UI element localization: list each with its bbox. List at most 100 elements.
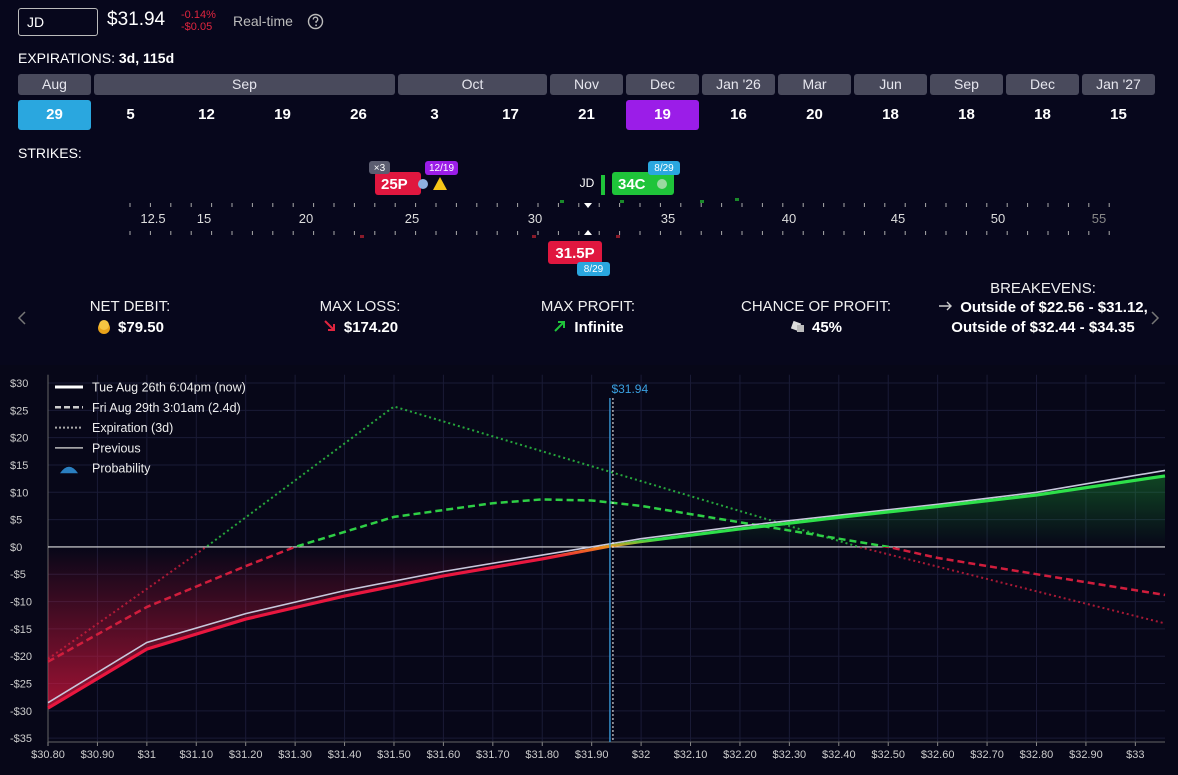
x-tick-label: $31.30 [278, 749, 312, 761]
x-tick-label: $32.20 [723, 749, 757, 761]
pl-chart: $30 $25 $20 $15 $10 $5 $0 -$5 -$10 -$15 -$20 -$25 -$… [0, 365, 1178, 775]
info-icon[interactable] [307, 13, 324, 30]
y-tick-label: $25 [10, 405, 28, 417]
x-tick-label: $32.80 [1020, 749, 1054, 761]
expiration-date[interactable]: 3 [430, 106, 439, 123]
x-tick-label: $31.60 [427, 749, 461, 761]
month-tab[interactable]: Jun [854, 74, 927, 95]
stat-icon [939, 301, 953, 311]
legend-label[interactable]: Fri Aug 29th 3:01am (2.4d) [92, 401, 241, 415]
warning-icon [433, 177, 447, 190]
month-tab[interactable]: Oct [398, 74, 547, 95]
x-tick-label: $31 [138, 749, 156, 761]
oi-marker [700, 200, 704, 203]
month-tab[interactable]: Dec [1006, 74, 1079, 95]
expiration-date[interactable]: 18 [882, 106, 899, 123]
expiration-date[interactable]: 21 [578, 106, 595, 123]
x-tick-label: $32.70 [970, 749, 1004, 761]
pl-line [47, 474, 1166, 710]
stat-value: $79.50 [30, 318, 230, 338]
expiration-date[interactable]: 15 [1110, 106, 1127, 123]
month-tab[interactable]: Sep [930, 74, 1003, 95]
x-tick-label: $31.50 [377, 749, 411, 761]
oi-marker [616, 235, 620, 238]
realtime-label: Real-time [233, 13, 293, 29]
expiration-date[interactable]: 18 [1034, 106, 1051, 123]
expirations-summary: 3d, 115d [118, 50, 175, 66]
stat-value: $174.20 [260, 318, 460, 338]
legend-label[interactable]: Previous [92, 441, 141, 455]
month-tab[interactable]: Mar [778, 74, 851, 95]
leg-count: ×3 [374, 163, 386, 174]
expiration-date[interactable]: 18 [958, 106, 975, 123]
month-tab[interactable]: Jan '26 [702, 74, 775, 95]
y-tick-label: -$35 [10, 733, 32, 745]
expiration-date[interactable]: 17 [502, 106, 519, 123]
strike-tick-label: 55 [1092, 211, 1106, 226]
expiration-date[interactable]: 20 [806, 106, 823, 123]
strike-tick-label: 20 [299, 211, 313, 226]
expiration-date[interactable]: 16 [730, 106, 747, 123]
expirations: EXPIRATIONS: 3d, 115d [18, 50, 174, 66]
y-tick-label: -$10 [10, 597, 32, 609]
expiration-date[interactable]: 19 [626, 100, 699, 130]
expiration-date[interactable]: 26 [350, 106, 367, 123]
x-tick-label: $31.20 [229, 749, 263, 761]
strike-ruler: 12.5 15 20 25 30 35 40 45 50 55 JD 25P ×3 12/19 34C 8/2… [129, 161, 1110, 276]
strike-tick-label: 35 [661, 211, 675, 226]
underlying-bar [601, 175, 605, 195]
stat-value: Outside of $22.56 - $31.12, Outside of $… [935, 298, 1151, 338]
pl-line [47, 469, 1166, 704]
month-tab[interactable]: Jan '27 [1082, 74, 1155, 95]
month-tab[interactable]: Sep [94, 74, 395, 95]
strike-tick-label: 30 [528, 211, 542, 226]
x-tick-label: $30.80 [31, 749, 65, 761]
stat-value-text: $79.50 [118, 319, 164, 336]
underlying-label: JD [580, 176, 595, 190]
expiration-date[interactable]: 12 [198, 106, 215, 123]
leg-chip[interactable] [612, 172, 674, 195]
underlying-pointer [584, 203, 592, 208]
month-tab[interactable]: Nov [550, 74, 623, 95]
stat-value-text: $174.20 [343, 319, 399, 336]
x-tick-label: $32.60 [921, 749, 955, 761]
month-tab[interactable]: Dec [626, 74, 699, 95]
strike-tick-label: 50 [991, 211, 1005, 226]
legend-label[interactable]: Probability [92, 462, 151, 476]
month-tab[interactable]: Aug [18, 74, 91, 95]
x-tick-label: $32.90 [1069, 749, 1103, 761]
leg-expiry: 12/19 [429, 163, 454, 174]
legend-label[interactable]: Expiration (3d) [92, 421, 173, 435]
x-tick-label: $31.90 [575, 749, 609, 761]
x-tick-label: $31.40 [328, 749, 362, 761]
leg-label: 34C [618, 176, 646, 193]
leg-chip[interactable] [548, 241, 602, 264]
count-badge [369, 161, 390, 174]
stat: BREAKEVENS: Outside of $22.56 - $31.12, O… [935, 280, 1151, 338]
leg-chip[interactable] [375, 172, 421, 195]
oi-marker [560, 200, 564, 203]
x-tick-label: $31.80 [525, 749, 559, 761]
expiration-date[interactable]: 29 [18, 100, 91, 130]
next-arrow[interactable] [1149, 310, 1161, 326]
y-tick-label: $10 [10, 487, 28, 499]
legend-label[interactable]: Tue Aug 26th 6:04pm (now) [92, 381, 246, 395]
stat-value-text: Infinite [574, 319, 624, 336]
price: $31.94 [107, 9, 166, 30]
ticker-input[interactable]: JD [18, 8, 98, 36]
stat: CHANCE OF PROFIT: 45% [716, 298, 916, 338]
strike-tick-label: 45 [891, 211, 905, 226]
prev-arrow[interactable] [16, 310, 28, 326]
expiration-date[interactable]: 19 [274, 106, 291, 123]
stat-value-text: 45% [811, 319, 843, 336]
stat-icon [554, 321, 566, 332]
strike-tick-label: 15 [197, 211, 211, 226]
stat-label: NET DEBIT: [89, 298, 171, 315]
strike-tick-label: 40 [782, 211, 796, 226]
pl-area [48, 475, 1165, 709]
expirations-label: EXPIRATIONS: [18, 50, 115, 66]
expiry-badge [425, 161, 458, 175]
expiration-date[interactable]: 5 [126, 106, 135, 123]
strike-tick-label: 12.5 [140, 211, 165, 226]
